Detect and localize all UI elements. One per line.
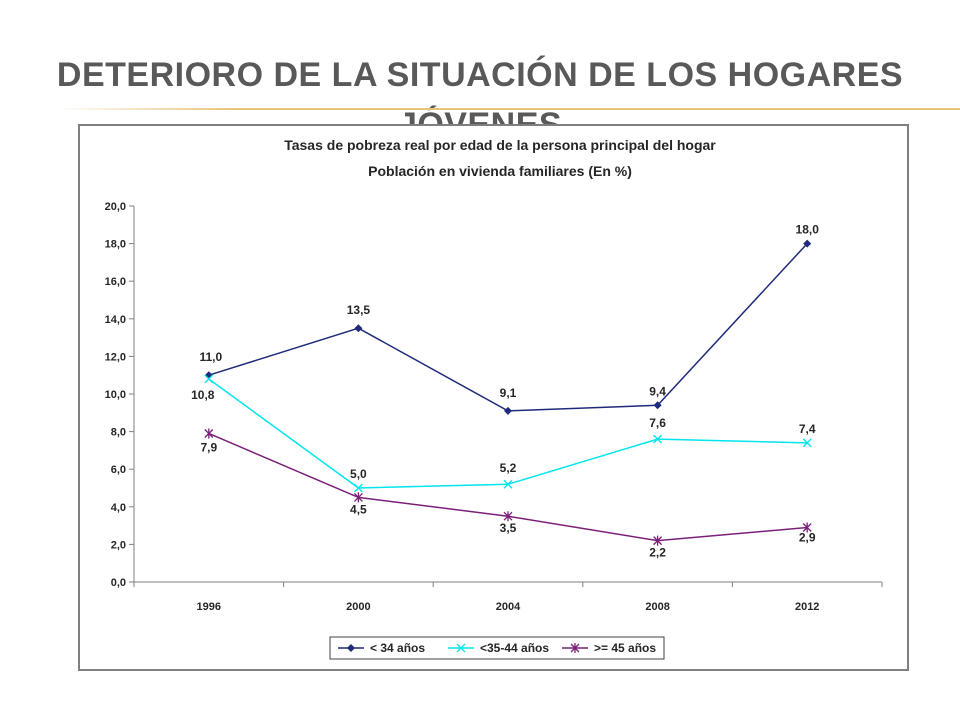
y-tick-label: 18,0 bbox=[105, 239, 126, 251]
data-label: 4,5 bbox=[350, 502, 367, 516]
series-marker bbox=[204, 428, 214, 439]
series-marker bbox=[353, 483, 363, 493]
series-marker bbox=[803, 239, 812, 248]
series-1 bbox=[204, 239, 812, 415]
data-label: 2,9 bbox=[799, 530, 816, 544]
series-marker bbox=[503, 511, 513, 522]
series-marker bbox=[504, 406, 512, 415]
chart-frame: Tasas de pobreza real por edad de la per… bbox=[78, 124, 909, 671]
legend-marker bbox=[570, 643, 580, 653]
chart-subtitle: Población en vivienda familiares (En %) bbox=[368, 163, 632, 179]
series-marker bbox=[204, 374, 214, 384]
legend-label: <35-44 años bbox=[480, 641, 549, 655]
y-tick-label: 20,0 bbox=[105, 201, 126, 213]
data-label: 18,0 bbox=[796, 223, 820, 237]
series-marker bbox=[653, 535, 663, 546]
x-tick-label: 2008 bbox=[645, 601, 669, 613]
data-label: 7,6 bbox=[649, 416, 666, 430]
series-marker bbox=[653, 434, 663, 444]
series-marker bbox=[353, 492, 363, 503]
chart-title: Tasas de pobreza real por edad de la per… bbox=[284, 137, 716, 153]
legend-marker bbox=[456, 643, 466, 653]
x-tick-label: 2012 bbox=[795, 601, 819, 613]
data-label: 3,5 bbox=[500, 521, 517, 535]
data-labels: 11,0 13,5 9,1 9,4 18,0 10,8 5,0 5,2 7,6 7,4 7,9 4,5… bbox=[191, 223, 819, 560]
data-label: 7,9 bbox=[200, 440, 217, 454]
y-tick-label: 2,0 bbox=[111, 539, 126, 551]
legend-marker bbox=[347, 644, 355, 652]
chart-legend: < 34 años <35-44 años >= 45 años bbox=[329, 636, 665, 660]
x-tick-label: 2000 bbox=[346, 601, 370, 613]
data-label: 9,4 bbox=[649, 384, 666, 398]
data-label: 2,2 bbox=[649, 546, 666, 560]
y-tick-label: 4,0 bbox=[111, 502, 126, 514]
y-tick-label: 8,0 bbox=[111, 427, 126, 439]
series-marker bbox=[204, 371, 213, 380]
y-tick-label: 16,0 bbox=[105, 276, 126, 288]
x-tick-label: 2004 bbox=[496, 601, 521, 613]
y-tick-label: 0,0 bbox=[111, 577, 126, 589]
series-marker bbox=[802, 522, 812, 533]
data-label: 5,2 bbox=[500, 461, 517, 475]
series-3 bbox=[204, 428, 812, 546]
legend-label: < 34 años bbox=[370, 641, 425, 655]
y-tick-label: 12,0 bbox=[105, 351, 126, 363]
legend-box bbox=[329, 636, 665, 660]
line-chart: Tasas de pobreza real por edad de la per… bbox=[105, 137, 883, 660]
series-marker bbox=[802, 438, 812, 448]
data-label: 7,4 bbox=[799, 422, 816, 436]
series-marker bbox=[354, 324, 363, 333]
data-label: 9,1 bbox=[500, 386, 517, 400]
y-tick-label: 10,0 bbox=[105, 389, 126, 401]
title-divider bbox=[55, 108, 960, 110]
series-marker bbox=[503, 479, 513, 489]
axes: 0,0 2,0 4,0 6,0 8,0 10,0 12,0 14,0 16,0 18,0 20,0 1… bbox=[105, 201, 883, 613]
data-label: 11,0 bbox=[199, 350, 222, 364]
data-label: 13,5 bbox=[347, 303, 371, 317]
y-tick-label: 6,0 bbox=[111, 464, 126, 476]
data-label: 10,8 bbox=[191, 388, 215, 402]
data-label: 5,0 bbox=[350, 467, 367, 481]
x-tick-label: 1996 bbox=[197, 601, 221, 613]
slide-title: DETERIORO DE LA SITUACIÓN DE LOS HOGARES… bbox=[56, 56, 904, 144]
series-group bbox=[204, 239, 812, 546]
series-2 bbox=[204, 374, 812, 493]
series-marker bbox=[653, 401, 662, 410]
y-tick-label: 14,0 bbox=[105, 314, 126, 326]
legend-label: >= 45 años bbox=[594, 641, 656, 655]
